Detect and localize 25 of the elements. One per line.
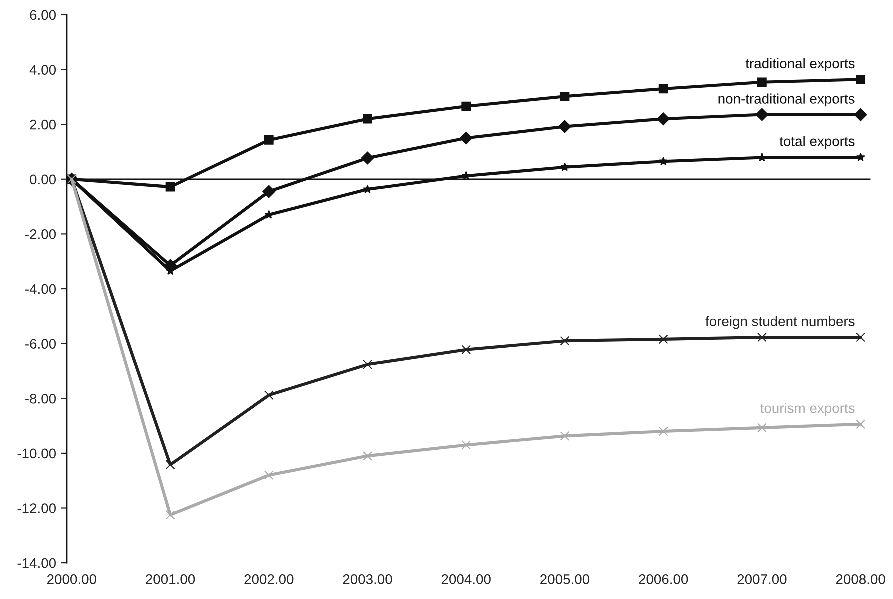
y-tick-label: -6.00 <box>26 339 56 349</box>
series-label: traditional exports <box>746 58 855 72</box>
y-tick-label: 4.00 <box>30 65 56 75</box>
x-tick-label: 2007.00 <box>738 574 787 584</box>
series-label: tourism exports <box>760 403 855 416</box>
x-tick-label: 2006.00 <box>639 574 688 584</box>
x-tick-label: 2003.00 <box>343 574 392 584</box>
y-tick-label: -10.00 <box>18 448 56 459</box>
x-tick-label: 2000.00 <box>48 574 96 584</box>
x-tick-label: 2008.00 <box>836 574 886 584</box>
y-tick-label: -14.00 <box>18 558 56 568</box>
y-tick-label: 0.00 <box>30 174 56 185</box>
x-tick-label: 2002.00 <box>244 574 294 584</box>
y-tick-label: -4.00 <box>26 284 56 294</box>
y-tick-label: -12.00 <box>18 504 56 514</box>
y-tick-label: -8.00 <box>26 394 56 404</box>
y-tick-label: -2.00 <box>26 230 56 240</box>
y-tick-label: 6.00 <box>30 10 56 20</box>
y-tick-label: 2.00 <box>30 120 56 130</box>
series-label: foreign student numbers <box>706 316 855 330</box>
x-tick-label: 2004.00 <box>442 574 491 584</box>
series-label: total exports <box>780 136 855 150</box>
x-tick-label: 2005.00 <box>540 574 590 584</box>
series-label: non-traditional exports <box>718 94 855 107</box>
x-tick-label: 2001.00 <box>146 574 196 584</box>
